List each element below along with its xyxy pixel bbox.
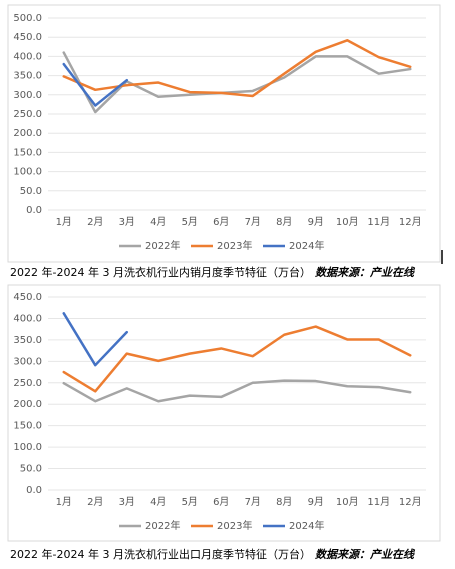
y-tick-label: 500.0: [13, 13, 42, 24]
y-tick-label: 50.0: [20, 186, 42, 197]
x-tick-label: 6月: [213, 496, 229, 508]
caption: 2022 年-2024 年 3 月洗衣机行业内销月度季节特征（万台）: [10, 265, 311, 279]
chart-frame: [7, 284, 441, 542]
x-tick-label: 3月: [119, 216, 135, 228]
x-tick-label: 9月: [308, 216, 324, 228]
x-tick-label: 2月: [87, 496, 103, 508]
series-line: [62, 379, 412, 403]
x-tick-label: 8月: [276, 216, 292, 228]
y-tick-label: 400.0: [13, 313, 42, 324]
caption: 2022 年-2024 年 3 月洗衣机行业出口月度季节特征（万台）: [10, 547, 311, 561]
legend-label: 2023年: [217, 239, 252, 252]
y-tick-label: 400.0: [13, 51, 42, 62]
series-line: [62, 62, 128, 107]
legend-label: 2022年: [145, 519, 180, 532]
x-tick-label: 1月: [56, 216, 72, 228]
source: 数据来源：产业在线: [315, 266, 416, 279]
y-tick-label: 0.0: [26, 205, 42, 216]
x-tick-label: 4月: [150, 496, 166, 508]
x-tick-label: 11月: [367, 496, 390, 508]
y-tick-label: 450.0: [13, 32, 42, 43]
x-tick-label: 5月: [182, 496, 198, 508]
y-tick-label: 50.0: [20, 464, 42, 475]
x-tick-label: 11月: [367, 216, 390, 228]
chart-frame: [7, 4, 441, 263]
source: 数据来源：产业在线: [315, 548, 416, 561]
x-tick-label: 9月: [308, 496, 324, 508]
x-tick-label: 10月: [336, 496, 359, 508]
x-tick-label: 3月: [119, 496, 135, 508]
y-tick-label: 100.0: [13, 442, 42, 453]
x-tick-label: 7月: [245, 216, 261, 228]
y-tick-label: 0.0: [26, 485, 42, 496]
y-tick-label: 200.0: [13, 128, 42, 139]
legend-label: 2023年: [217, 519, 252, 532]
y-tick-label: 250.0: [13, 378, 42, 389]
x-tick-label: 2月: [87, 216, 103, 228]
y-tick-label: 350.0: [13, 71, 42, 82]
y-tick-label: 450.0: [13, 292, 42, 303]
x-tick-label: 12月: [399, 496, 422, 508]
y-tick-label: 300.0: [13, 90, 42, 101]
series-line: [62, 51, 412, 114]
x-tick-label: 8月: [276, 496, 292, 508]
x-tick-label: 1月: [56, 496, 72, 508]
legend-label: 2024年: [289, 239, 324, 252]
legend-label: 2024年: [289, 519, 324, 532]
legend-label: 2022年: [145, 239, 180, 252]
x-tick-label: 12月: [399, 216, 422, 228]
x-tick-label: 5月: [182, 216, 198, 228]
y-tick-label: 200.0: [13, 399, 42, 410]
y-tick-label: 150.0: [13, 421, 42, 432]
x-tick-label: 7月: [245, 496, 261, 508]
x-tick-label: 4月: [150, 216, 166, 228]
x-tick-label: 6月: [213, 216, 229, 228]
y-tick-label: 100.0: [13, 167, 42, 178]
y-tick-label: 250.0: [13, 109, 42, 120]
x-tick-label: 10月: [336, 216, 359, 228]
y-tick-label: 300.0: [13, 356, 42, 367]
series-line: [62, 312, 128, 367]
y-tick-label: 150.0: [13, 147, 42, 158]
series-line: [62, 325, 412, 393]
y-tick-label: 350.0: [13, 335, 42, 346]
